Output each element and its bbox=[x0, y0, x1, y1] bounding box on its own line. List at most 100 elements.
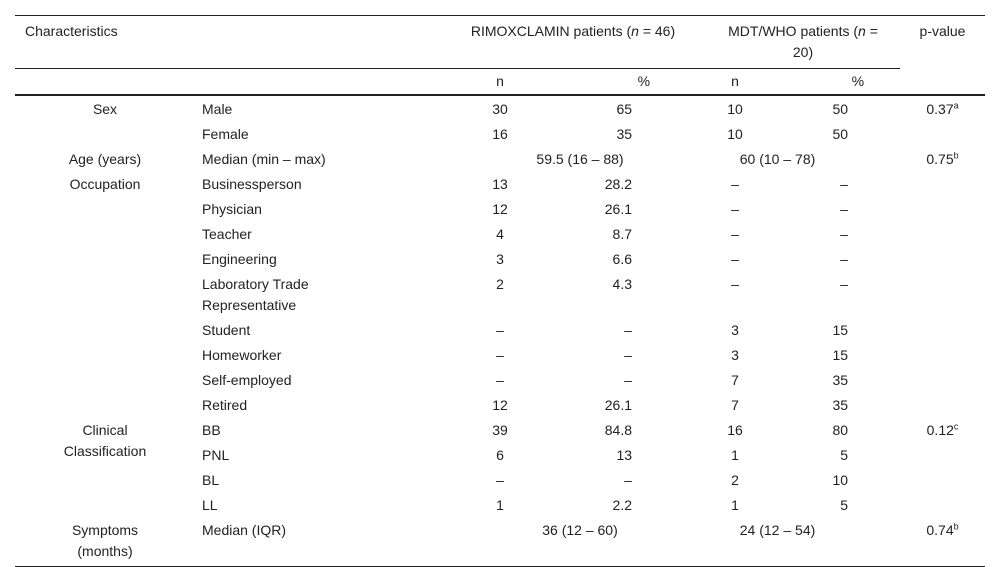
header-text: n bbox=[858, 23, 866, 39]
value-cell: 15 bbox=[832, 347, 849, 363]
value-cell: 30 bbox=[492, 101, 508, 117]
value-cell: 3 bbox=[496, 251, 504, 267]
row-label: Businessperson bbox=[202, 176, 302, 192]
value-cell: – bbox=[496, 372, 504, 388]
value-cell: – bbox=[840, 176, 849, 192]
header-cell: n bbox=[440, 68, 560, 96]
value-cell: – bbox=[731, 201, 739, 217]
p-value-cell bbox=[900, 197, 985, 222]
value-cell: 10 bbox=[727, 126, 743, 142]
value-cell: 35 bbox=[832, 372, 849, 388]
value-cell: 80 bbox=[832, 422, 849, 438]
p-value: 0.37 bbox=[926, 101, 954, 117]
row-label: Homeworker bbox=[202, 347, 282, 363]
p-value-cell: 0.75b bbox=[900, 147, 985, 172]
row-label: PNL bbox=[202, 447, 230, 463]
group-label: Clinical Classification bbox=[63, 422, 147, 459]
value-cell: – bbox=[496, 347, 504, 363]
row-label: Median (IQR) bbox=[195, 518, 440, 567]
row-label: Self-employed bbox=[202, 372, 292, 388]
value-cell: 50 bbox=[832, 101, 849, 117]
header-cell: n bbox=[690, 68, 811, 96]
table-row: Laboratory Trade Representative 2 4.3 – – bbox=[15, 272, 985, 318]
group-label: Sex bbox=[92, 101, 118, 117]
header-text: RIMOXCLAMIN patients ( bbox=[470, 23, 632, 39]
header-cell: Characteristics bbox=[15, 15, 440, 69]
p-value-note: c bbox=[953, 421, 959, 432]
table-row: Symptoms (months) Median (IQR) 36 (12 – 60… bbox=[15, 518, 986, 567]
value-cell: 10 bbox=[727, 101, 743, 117]
p-value-cell: 0.37a bbox=[900, 95, 985, 122]
value-cell: – bbox=[624, 347, 633, 363]
row-label: Female bbox=[202, 126, 249, 142]
header-text: = 20) bbox=[792, 23, 878, 60]
value-cell: – bbox=[624, 472, 633, 488]
group-label: Occupation bbox=[69, 176, 141, 192]
value-cell: 28.2 bbox=[604, 176, 633, 192]
value-cell: – bbox=[731, 251, 739, 267]
p-value-cell bbox=[900, 493, 985, 518]
value-cell: – bbox=[624, 372, 633, 388]
value-cell: 5 bbox=[840, 497, 849, 513]
value-cell: 7 bbox=[731, 372, 739, 388]
table-row: Clinical Classification BB 39 84.8 16 80 0.12c bbox=[15, 418, 985, 459]
value-cell: 39 bbox=[492, 422, 508, 438]
value-cell: 16 bbox=[492, 126, 508, 142]
row-label: Engineering bbox=[202, 251, 277, 267]
value-cell: 3 bbox=[731, 347, 739, 363]
table-row: Physician 12 26.1 – – bbox=[15, 197, 985, 222]
value-cell: 15 bbox=[832, 322, 849, 338]
header-text: n bbox=[631, 23, 639, 39]
value-cell: – bbox=[840, 226, 849, 242]
value-cell: 35 bbox=[616, 126, 633, 142]
value-cell: 35 bbox=[832, 397, 849, 413]
p-value: 0.12 bbox=[926, 422, 954, 438]
value-cell: 13 bbox=[616, 447, 633, 463]
header-cell: p-value bbox=[900, 15, 986, 96]
value-cell: 12 bbox=[492, 201, 508, 217]
header-cell: % bbox=[560, 68, 691, 96]
row-label: LL bbox=[202, 497, 218, 513]
header-text: MDT/WHO patients ( bbox=[728, 23, 859, 39]
table-row: Teacher 4 8.7 – – bbox=[15, 222, 985, 247]
merged-cell: 36 (12 – 60) bbox=[440, 518, 691, 567]
table-row: Retired 12 26.1 7 35 bbox=[15, 393, 985, 418]
p-value-cell bbox=[900, 222, 985, 247]
p-value-cell bbox=[900, 443, 985, 468]
table-row: BL – – 2 10 bbox=[15, 468, 985, 493]
p-value-cell bbox=[900, 247, 985, 272]
table-row: Age (years) Median (min – max) 59.5 (16 – … bbox=[15, 147, 985, 172]
header-cell: RIMOXCLAMIN patients (n = 46) bbox=[440, 15, 691, 69]
p-value-cell: 0.74b bbox=[900, 518, 986, 567]
value-cell: 26.1 bbox=[604, 201, 633, 217]
value-cell: – bbox=[731, 176, 739, 192]
p-value: 0.74 bbox=[926, 522, 954, 538]
value-cell: 6.6 bbox=[612, 251, 633, 267]
table-row: Sex Male 30 65 10 50 0.37a bbox=[15, 95, 985, 122]
p-value-cell: 0.12c bbox=[900, 418, 985, 443]
value-cell: 84.8 bbox=[604, 422, 633, 438]
table-row: Student – – 3 15 bbox=[15, 318, 985, 343]
value-cell: 2.2 bbox=[612, 497, 633, 513]
p-value-cell bbox=[900, 272, 985, 318]
header-text: = 46) bbox=[638, 23, 676, 39]
value-cell: 13 bbox=[492, 176, 508, 192]
value-cell: 1 bbox=[731, 447, 739, 463]
merged-cell: 24 (12 – 54) bbox=[690, 518, 901, 567]
value-cell: 1 bbox=[731, 497, 739, 513]
value-cell: 65 bbox=[616, 101, 633, 117]
value-cell: – bbox=[840, 201, 849, 217]
table-body: Sex Male 30 65 10 50 0.37a Female 16 35 10 50 Age (y… bbox=[15, 95, 986, 567]
merged-cell: 59.5 (16 – 88) bbox=[536, 151, 624, 167]
value-cell: 7 bbox=[731, 397, 739, 413]
p-value-note: b bbox=[953, 521, 959, 532]
value-cell: – bbox=[731, 276, 739, 292]
value-cell: – bbox=[731, 226, 739, 242]
table-row: Engineering 3 6.6 – – bbox=[15, 247, 985, 272]
value-cell: 12 bbox=[492, 397, 508, 413]
row-label: BB bbox=[202, 422, 221, 438]
p-value-cell bbox=[900, 368, 985, 393]
value-cell: 1 bbox=[496, 497, 504, 513]
p-value-note: a bbox=[953, 100, 959, 111]
